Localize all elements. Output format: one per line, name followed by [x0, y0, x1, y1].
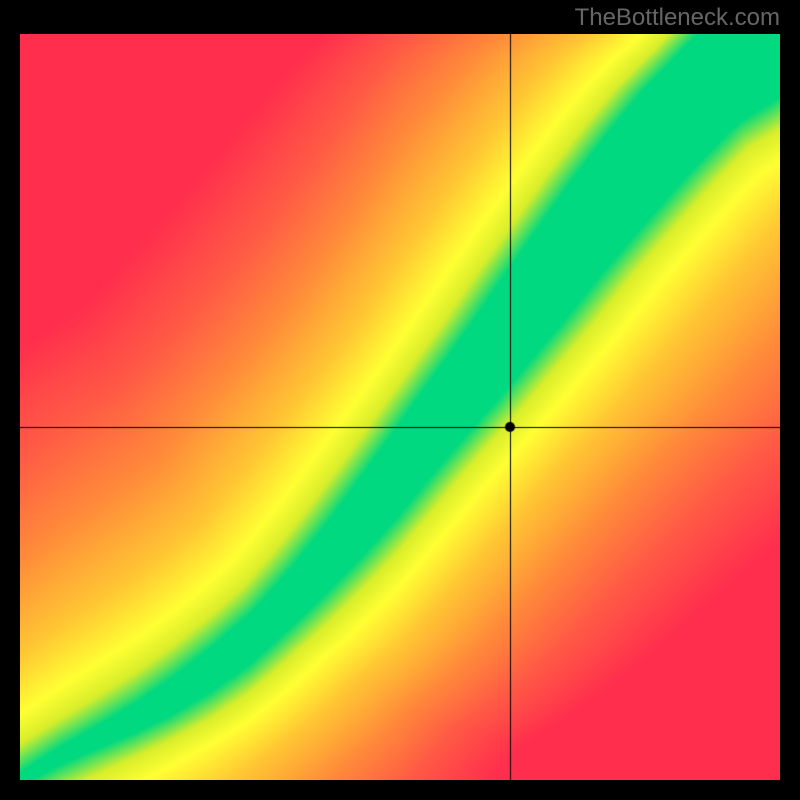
- plot-area: [20, 34, 780, 780]
- chart-container: TheBottleneck.com: [0, 0, 800, 800]
- heatmap-canvas: [20, 34, 780, 780]
- watermark-text: TheBottleneck.com: [575, 4, 780, 32]
